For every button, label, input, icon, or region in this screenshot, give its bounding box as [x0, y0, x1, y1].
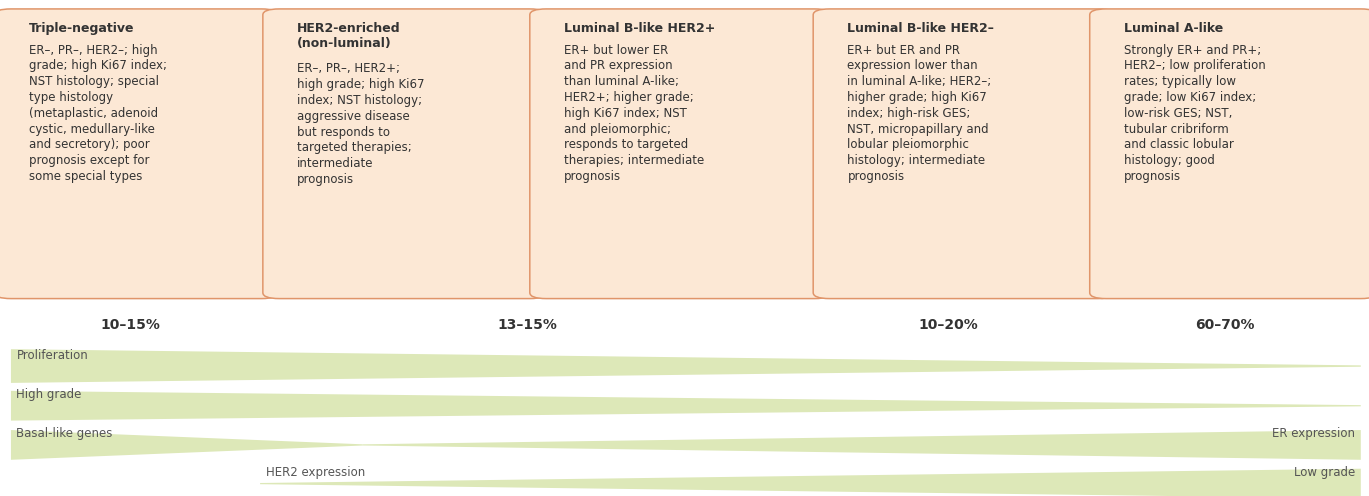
Text: 60–70%: 60–70%	[1195, 318, 1255, 332]
Polygon shape	[11, 430, 363, 460]
Text: ER–, PR–, HER2–; high
grade; high Ki67 index;
NST histology; special
type histol: ER–, PR–, HER2–; high grade; high Ki67 i…	[29, 44, 167, 183]
Text: ER–, PR–, HER2+;
high grade; high Ki67
index; NST histology;
aggressive disease
: ER–, PR–, HER2+; high grade; high Ki67 i…	[297, 62, 424, 186]
Text: HER2-enriched
(non-luminal): HER2-enriched (non-luminal)	[297, 22, 401, 50]
Text: High grade: High grade	[16, 388, 82, 401]
Text: Proliferation: Proliferation	[16, 349, 88, 362]
Text: Basal-like genes: Basal-like genes	[16, 428, 112, 440]
Text: Luminal B-like HER2+: Luminal B-like HER2+	[564, 22, 716, 35]
FancyBboxPatch shape	[263, 9, 546, 299]
Polygon shape	[11, 349, 1361, 383]
Text: ER expression: ER expression	[1272, 428, 1355, 440]
Text: ER+ but ER and PR
expression lower than
in luminal A-like; HER2–;
higher grade; : ER+ but ER and PR expression lower than …	[847, 44, 991, 183]
Polygon shape	[11, 391, 1361, 421]
Text: 13–15%: 13–15%	[497, 318, 557, 332]
Text: 10–20%: 10–20%	[919, 318, 979, 332]
Text: Strongly ER+ and PR+;
HER2–; low proliferation
rates; typically low
grade; low K: Strongly ER+ and PR+; HER2–; low prolife…	[1124, 44, 1266, 183]
Polygon shape	[260, 469, 1361, 496]
Text: Low grade: Low grade	[1294, 466, 1355, 479]
FancyBboxPatch shape	[530, 9, 831, 299]
FancyBboxPatch shape	[0, 9, 278, 299]
Text: ER+ but lower ER
and PR expression
than luminal A-like;
HER2+; higher grade;
hig: ER+ but lower ER and PR expression than …	[564, 44, 704, 183]
Text: Triple-negative: Triple-negative	[29, 22, 134, 35]
Text: 10–15%: 10–15%	[100, 318, 160, 332]
Text: Luminal B-like HER2–: Luminal B-like HER2–	[847, 22, 994, 35]
Text: HER2 expression: HER2 expression	[266, 466, 364, 479]
FancyBboxPatch shape	[813, 9, 1114, 299]
FancyBboxPatch shape	[1090, 9, 1369, 299]
Polygon shape	[363, 430, 1361, 460]
Text: Luminal A-like: Luminal A-like	[1124, 22, 1223, 35]
